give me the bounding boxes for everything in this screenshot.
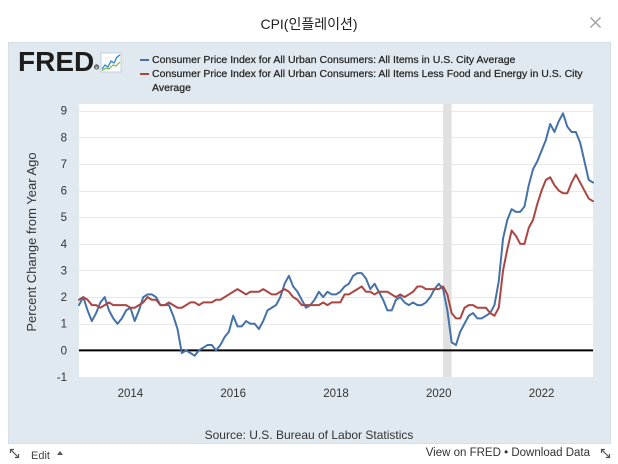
legend-swatch-cpi-all-items: [140, 59, 149, 61]
y-tick-label: 4: [61, 239, 68, 251]
y-axis-title: Percent Change from Year Ago: [24, 152, 39, 331]
y-tick-label: 6: [61, 186, 67, 198]
y-tick-label: 2: [61, 292, 67, 304]
y-tick-label: 3: [61, 265, 67, 277]
y-tick-label: 0: [61, 345, 67, 357]
legend-label-cpi-all-items: Consumer Price Index for All Urban Consu…: [152, 54, 516, 66]
cpi-core-line: [78, 173, 594, 320]
y-tick-label: -1: [57, 372, 67, 384]
footer-links: View on FRED • Download Data: [426, 446, 590, 461]
edit-label: Edit: [31, 450, 50, 462]
legend-label-cpi-core: Consumer Price Index for All Urban Consu…: [152, 68, 583, 94]
close-icon[interactable]: [589, 16, 602, 29]
fred-logo-text: FRED: [18, 46, 95, 77]
footer: Edit View on FRED • Download Data: [0, 444, 618, 464]
plot-area: [79, 104, 593, 377]
y-tick-label: 5: [61, 212, 67, 224]
y-tick-label: 8: [61, 132, 67, 144]
y-tick-label: 9: [61, 106, 67, 118]
x-tick-label: 2022: [529, 388, 555, 400]
view-on-fred-link[interactable]: View on FRED: [425, 447, 501, 459]
download-data-link[interactable]: Download Data: [511, 447, 590, 459]
caret-up-icon: [57, 451, 63, 455]
legend-swatch-cpi-core: [140, 73, 149, 75]
edit-dropdown[interactable]: Edit: [31, 446, 63, 462]
x-tick-label: 2016: [220, 388, 246, 400]
resize-icon[interactable]: [600, 448, 611, 459]
x-tick-label: 2018: [323, 388, 349, 400]
dialog-title: CPI(인플레이션): [260, 16, 358, 32]
link-separator: •: [504, 447, 509, 459]
legend: Consumer Price Index for All Urban Consu…: [140, 53, 600, 97]
y-tick-label: 7: [61, 159, 67, 171]
recession-shading: [443, 104, 452, 377]
chart: -1 0 1 2 3 4 5 6 7 8 9 2014 2016 2018 2020 2022 Percent …: [24, 104, 594, 400]
chart-line-icon: [94, 52, 122, 73]
resize-icon[interactable]: [9, 448, 20, 459]
y-tick-label: 1: [61, 319, 67, 331]
x-tick-label: 2014: [118, 388, 144, 400]
source-note: Source: U.S. Bureau of Labor Statistics: [204, 428, 414, 442]
x-tick-label: 2020: [426, 388, 452, 400]
